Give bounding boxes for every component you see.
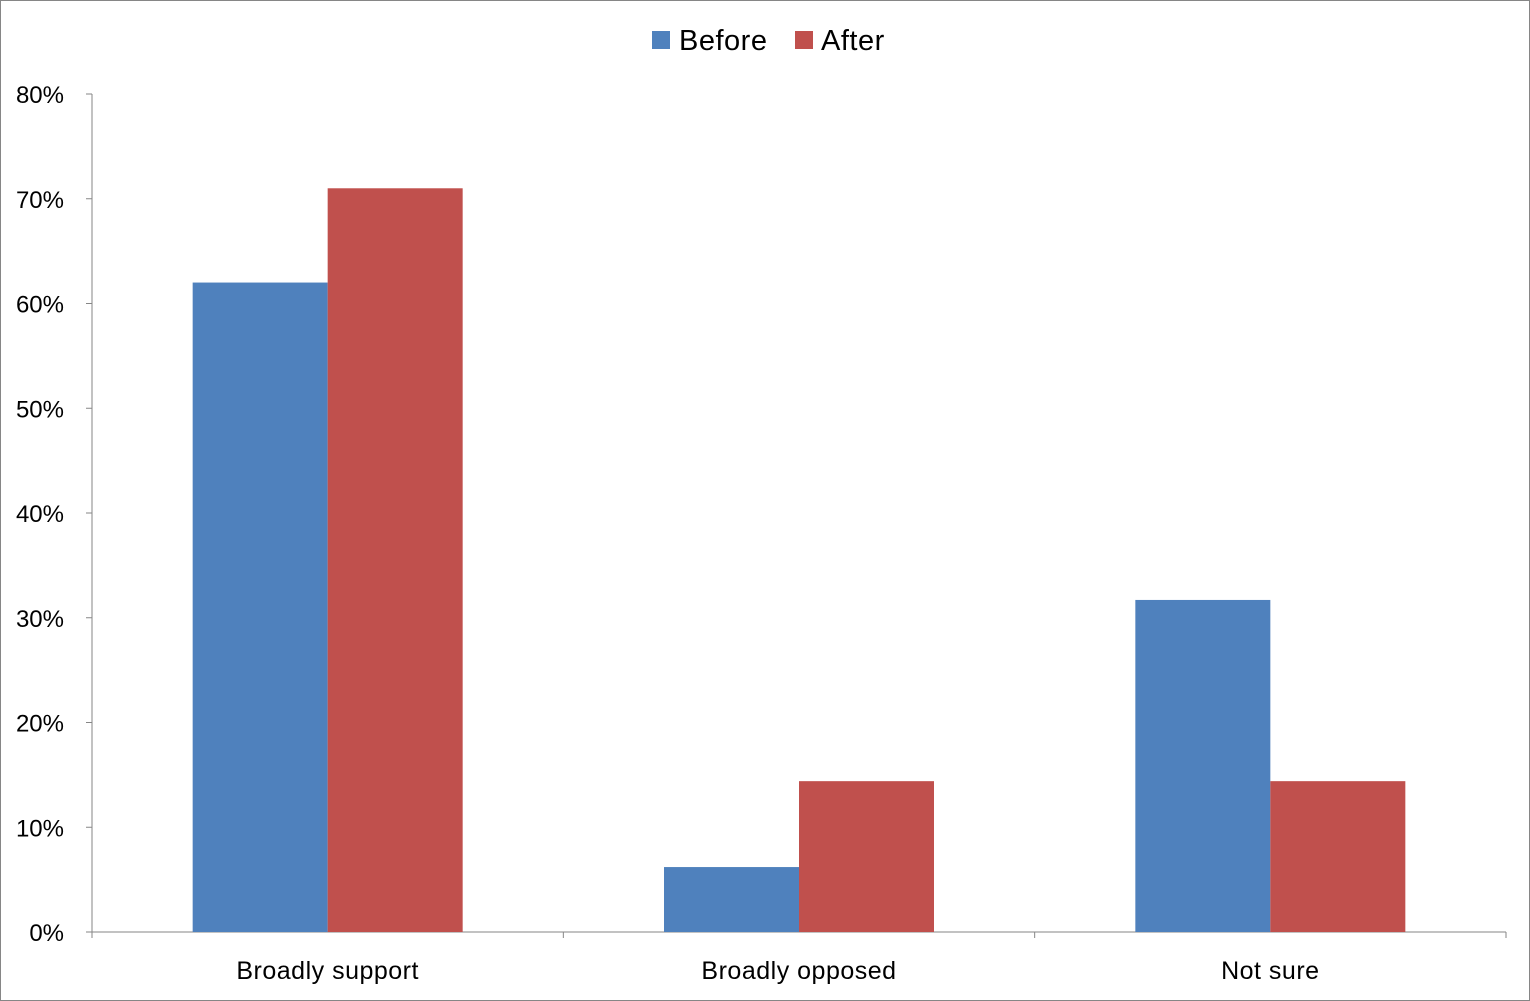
bar-after-broadly-opposed — [799, 781, 934, 932]
x-category-label: Broadly support — [236, 957, 419, 985]
legend-label-before: Before — [679, 25, 767, 57]
bar-before-broadly-opposed — [664, 867, 799, 932]
y-tick-label: 80% — [16, 82, 64, 109]
y-tick-label: 60% — [16, 292, 64, 319]
x-axis-categories: Broadly support Broadly opposed Not sure — [236, 957, 1319, 985]
bars — [192, 188, 1406, 932]
y-tick-label: 40% — [16, 501, 64, 528]
y-axis-ticks: 0% 10% 20% 30% 40% 50% 60% 70% 80% — [16, 82, 92, 947]
legend-swatch-after — [795, 31, 813, 49]
bar-after-broadly-support — [327, 188, 463, 932]
legend: Before After — [652, 25, 885, 57]
y-tick-label: 20% — [16, 711, 64, 738]
x-category-label: Not sure — [1221, 957, 1319, 985]
y-tick-label: 10% — [16, 815, 64, 842]
x-category-label: Broadly opposed — [701, 957, 896, 985]
y-tick-label: 0% — [29, 920, 64, 947]
y-tick-label: 30% — [16, 606, 64, 633]
bar-after-not-sure — [1270, 781, 1406, 932]
legend-swatch-before — [652, 31, 670, 49]
bar-before-not-sure — [1135, 599, 1271, 932]
y-tick-label: 70% — [16, 187, 64, 214]
bar-before-broadly-support — [192, 282, 328, 932]
y-tick-label: 50% — [16, 396, 64, 423]
legend-label-after: After — [821, 25, 885, 57]
